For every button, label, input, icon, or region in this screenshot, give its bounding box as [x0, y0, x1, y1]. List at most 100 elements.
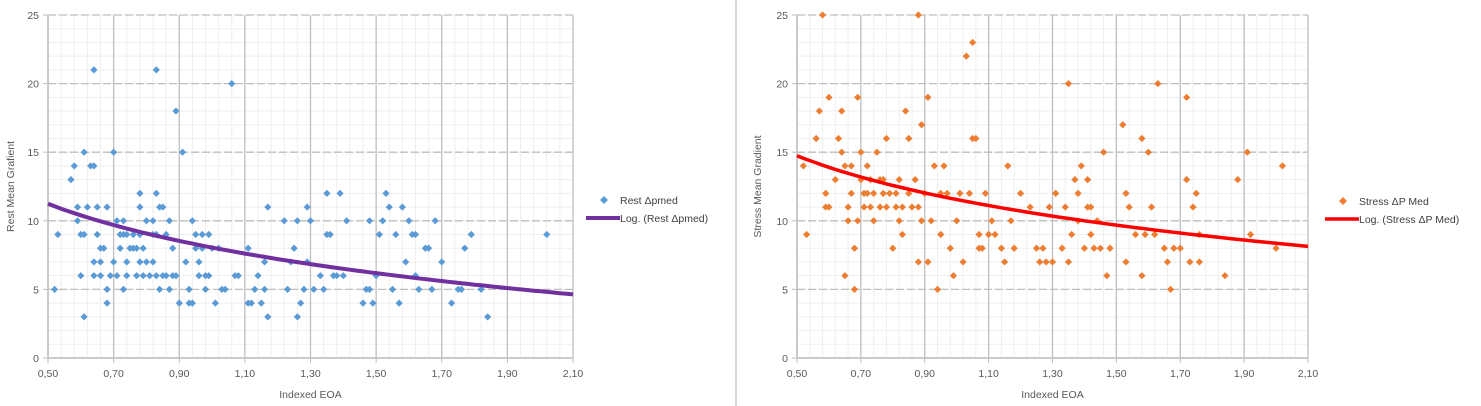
- data-point: [860, 203, 868, 211]
- data-point: [1183, 93, 1191, 101]
- data-point: [1246, 230, 1255, 239]
- data-point: [178, 148, 187, 156]
- y-tick-label: 25: [776, 10, 788, 22]
- data-point: [991, 230, 999, 239]
- data-point: [283, 285, 292, 293]
- y-axis-title: Stress Mean Gradient: [752, 135, 764, 237]
- data-point: [863, 162, 871, 170]
- legend-marker-points: [600, 196, 608, 204]
- data-point: [1010, 244, 1018, 252]
- data-point: [405, 217, 413, 225]
- data-point: [988, 217, 996, 225]
- data-point: [438, 258, 446, 266]
- x-tick-label: 0,90: [169, 368, 190, 380]
- data-point: [264, 203, 272, 211]
- data-point: [103, 285, 111, 293]
- data-point: [965, 189, 974, 197]
- data-point: [1048, 258, 1057, 266]
- data-point: [838, 148, 846, 156]
- y-tick-label: 15: [776, 147, 788, 159]
- data-point: [895, 176, 903, 184]
- data-point: [914, 203, 922, 211]
- data-point: [300, 285, 308, 293]
- data-point: [876, 203, 884, 211]
- data-point: [260, 258, 269, 266]
- data-point: [428, 285, 436, 293]
- data-point: [260, 285, 269, 293]
- y-tick-label: 10: [776, 216, 788, 228]
- data-point: [467, 230, 475, 239]
- data-point: [1144, 148, 1152, 156]
- data-point: [1087, 230, 1095, 239]
- data-point: [543, 230, 551, 239]
- data-point: [103, 203, 111, 211]
- data-point: [959, 258, 967, 266]
- data-point: [93, 230, 101, 239]
- data-point: [847, 162, 855, 170]
- data-point: [1138, 272, 1146, 280]
- y-tick-label: 5: [33, 284, 39, 296]
- data-point: [172, 107, 180, 115]
- data-point: [123, 272, 131, 280]
- y-tick-label: 5: [782, 284, 788, 296]
- data-point: [303, 203, 311, 211]
- data-point: [90, 272, 98, 280]
- data-point: [310, 285, 318, 293]
- y-tick-label: 15: [27, 147, 39, 159]
- data-point: [359, 299, 367, 307]
- legend-label-points: Rest Δpmed: [620, 195, 678, 207]
- data-point: [477, 285, 485, 293]
- x-tick-label: 1,50: [366, 368, 387, 380]
- data-point: [50, 285, 59, 293]
- data-point: [290, 244, 298, 252]
- data-point: [110, 258, 118, 266]
- data-point: [106, 272, 114, 280]
- data-point: [293, 313, 301, 321]
- data-point: [857, 148, 865, 156]
- data-point: [943, 189, 951, 197]
- data-point: [447, 299, 456, 307]
- data-point: [1032, 244, 1041, 252]
- y-tick-label: 10: [27, 216, 39, 228]
- data-point: [185, 285, 193, 293]
- data-point: [365, 217, 374, 225]
- data-point: [132, 272, 141, 280]
- data-point: [402, 258, 410, 266]
- data-point: [257, 299, 265, 307]
- data-point: [905, 189, 913, 197]
- data-point: [175, 299, 183, 307]
- data-point: [898, 230, 906, 239]
- data-point: [1077, 162, 1085, 170]
- data-point: [388, 285, 397, 293]
- data-point: [425, 244, 433, 252]
- x-tick-label: 0,70: [103, 368, 124, 380]
- data-point: [90, 258, 98, 266]
- panel-divider: [735, 0, 737, 406]
- data-point: [205, 272, 213, 280]
- data-point: [80, 230, 88, 239]
- data-point: [1192, 189, 1200, 197]
- x-tick-label: 1,90: [497, 368, 518, 380]
- data-point: [188, 299, 196, 307]
- data-point: [73, 217, 82, 225]
- data-point: [136, 258, 144, 266]
- data-point: [850, 285, 859, 293]
- data-point: [392, 230, 400, 239]
- data-point: [1147, 203, 1156, 211]
- data-point: [116, 244, 124, 252]
- x-tick-label: 0,50: [38, 368, 59, 380]
- data-point: [905, 134, 913, 143]
- data-point: [953, 217, 961, 225]
- data-point: [297, 299, 305, 307]
- data-point: [395, 299, 403, 307]
- data-point: [870, 217, 878, 225]
- data-point: [1064, 258, 1073, 266]
- rest-gradient-chart-panel: 0,50 0,70 0,90 1,10 1,30 1,50 1,70 1,90 2,10 0 5 10…: [0, 0, 735, 406]
- data-point: [892, 189, 900, 197]
- data-point: [838, 107, 846, 115]
- data-point: [136, 203, 144, 211]
- data-point: [850, 244, 859, 252]
- data-point: [149, 258, 157, 266]
- data-point: [799, 162, 807, 170]
- data-point: [54, 230, 62, 239]
